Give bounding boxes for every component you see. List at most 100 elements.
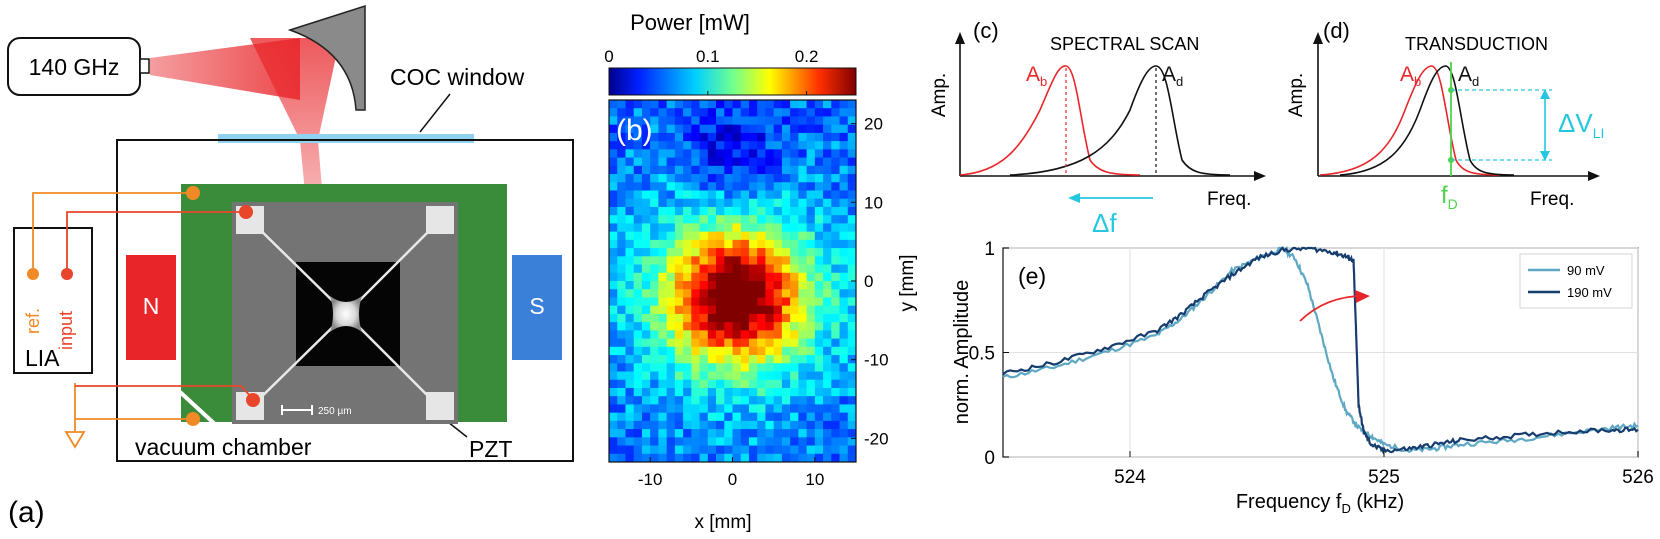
heatmap-cell xyxy=(806,371,816,381)
heatmap-cell xyxy=(798,100,807,109)
heatmap-cell xyxy=(716,165,725,175)
heatmap-cell xyxy=(625,437,635,446)
heatmap-cell xyxy=(847,149,857,158)
heatmap-cell xyxy=(748,305,758,315)
heatmap-cell xyxy=(781,289,791,298)
heatmap-cell xyxy=(609,322,618,331)
heatmap-cell xyxy=(839,248,849,257)
heatmap-cell xyxy=(781,429,791,438)
heatmap-cell xyxy=(658,190,668,200)
heatmap-cell xyxy=(757,379,766,389)
heatmap-cell xyxy=(748,223,758,233)
heatmap-cell xyxy=(748,215,758,224)
heatmap-cell xyxy=(740,182,750,191)
heatmap-cell xyxy=(798,355,807,364)
heatmap-cell xyxy=(633,396,643,405)
heatmap-cell xyxy=(847,322,857,331)
heatmap-cell xyxy=(724,206,733,216)
heatmap-cell xyxy=(691,453,700,463)
heatmap-cell xyxy=(773,231,783,241)
heatmap-cell xyxy=(683,132,692,142)
heatmap-cell xyxy=(823,198,832,208)
heatmap-cell xyxy=(798,141,807,150)
heatmap-cell xyxy=(823,338,832,348)
heatmap-cell xyxy=(847,453,857,463)
heatmap-cell xyxy=(839,313,849,323)
heatmap-cell xyxy=(831,149,840,158)
heatmap-cell xyxy=(707,272,717,282)
heatmap-cell xyxy=(814,190,824,200)
heatmap-cell xyxy=(641,149,651,158)
heatmap-cell xyxy=(625,412,635,422)
heatmap-cell xyxy=(691,404,700,414)
heatmap-cell xyxy=(691,198,700,208)
heatmap-cell xyxy=(683,437,692,446)
heatmap-cell xyxy=(707,445,717,455)
heatmap-cell xyxy=(650,239,659,249)
heatmap-cell xyxy=(674,322,684,331)
heatmap-cell xyxy=(748,108,758,117)
heatmap-cell xyxy=(724,231,733,241)
heatmap-cell xyxy=(831,338,840,348)
heatmap-cell xyxy=(781,248,791,257)
heatmap-cell xyxy=(699,248,709,257)
heatmap-cell xyxy=(699,206,709,216)
heatmap-cell xyxy=(790,437,799,446)
heatmap-cell xyxy=(609,182,618,191)
heatmap-cell xyxy=(674,404,684,414)
heatmap-cell xyxy=(847,429,857,438)
heatmap-cell xyxy=(831,387,840,397)
heatmap-cell xyxy=(847,412,857,422)
heatmap-cell xyxy=(839,116,849,126)
heatmap-cell xyxy=(748,256,758,265)
heatmap-cell xyxy=(748,157,758,167)
series-line-1 xyxy=(1002,246,1639,455)
heatmap-cell xyxy=(707,371,717,381)
heatmap-cell xyxy=(790,100,799,109)
heatmap-cell xyxy=(839,338,849,348)
heatmap-cell xyxy=(716,281,725,290)
heatmap-cell xyxy=(814,387,824,397)
heatmap-cell xyxy=(839,272,849,282)
heatmap-cell xyxy=(839,379,849,389)
heatmap-cell xyxy=(707,313,717,323)
heatmap-cell xyxy=(633,338,643,348)
heatmap-cell xyxy=(691,239,700,249)
heatmap-cell xyxy=(658,379,668,389)
y-tick-label: 0 xyxy=(864,272,873,291)
heatmap-cell xyxy=(625,346,635,356)
heatmap-cell xyxy=(625,396,635,405)
heatmap-cell xyxy=(683,165,692,175)
heatmap-cell xyxy=(633,206,643,216)
heatmap-cell xyxy=(839,100,849,109)
heatmap-cell xyxy=(740,404,750,414)
heatmap-cell xyxy=(806,420,816,430)
heatmap-cell xyxy=(724,289,733,298)
heatmap-cell xyxy=(609,256,618,265)
heatmap-cell xyxy=(650,322,659,331)
heatmap-cell xyxy=(716,264,725,274)
heatmap-cell xyxy=(641,322,651,331)
heatmap-cell xyxy=(790,116,799,126)
heatmap-cell xyxy=(666,371,676,381)
heatmap-cell xyxy=(683,248,692,257)
heatmap-cell xyxy=(732,239,742,249)
heatmap-cell xyxy=(748,124,758,134)
heatmap-cell xyxy=(650,198,659,208)
heatmap-cell xyxy=(617,174,626,183)
panel-b-label: (b) xyxy=(616,114,653,147)
heatmap-cell xyxy=(724,100,733,109)
x-tick-label: 10 xyxy=(805,470,824,489)
heatmap-cell xyxy=(716,355,725,364)
heatmap-cell xyxy=(650,379,659,389)
heatmap-cell xyxy=(609,223,618,233)
heatmap-cell xyxy=(699,437,709,446)
heatmap-cell xyxy=(748,379,758,389)
heatmap-cell xyxy=(814,420,824,430)
heatmap-cell xyxy=(847,387,857,397)
heatmap-cell xyxy=(765,387,775,397)
heatmap-cell xyxy=(732,223,742,233)
heatmap-cell xyxy=(609,330,618,339)
heatmap-cell xyxy=(823,100,832,109)
